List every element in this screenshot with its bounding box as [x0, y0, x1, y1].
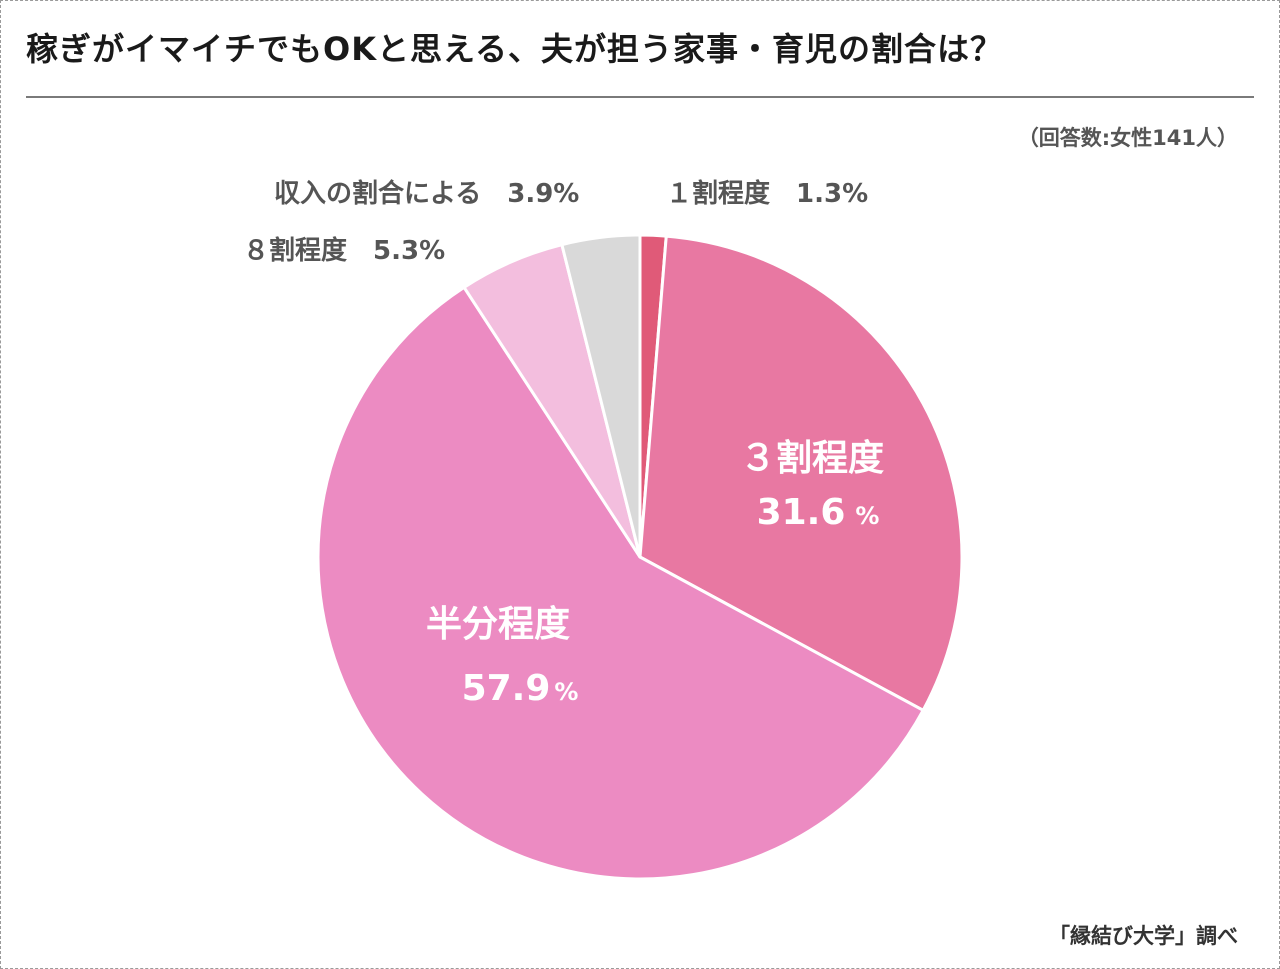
pie-slices: [316, 233, 964, 881]
label-slice-5: 収入の割合による 3.9%: [274, 178, 579, 209]
pie-slice-5: [560, 233, 642, 559]
label-slice-3-name: 半分程度: [426, 604, 570, 645]
label-slice-4: ８割程度 5.3%: [243, 235, 445, 266]
pie-slice-2: [638, 234, 964, 712]
source-note: 「縁結び大学」調べ: [1049, 924, 1238, 948]
title-divider: [26, 96, 1254, 98]
label-slice-2-value: 31.6%: [757, 492, 880, 533]
chart-title: 稼ぎがイマイチでもOKと思える、夫が担う家事・育児の割合は？: [26, 30, 1004, 68]
label-slice-1: １割程度 1.3%: [666, 178, 868, 209]
pie-slice-3: [316, 285, 925, 881]
respondents-note: （回答数:女性141人）: [1017, 126, 1238, 150]
label-slice-2-name: ３割程度: [740, 438, 884, 479]
label-slice-3-value: 57.9%: [462, 668, 579, 709]
